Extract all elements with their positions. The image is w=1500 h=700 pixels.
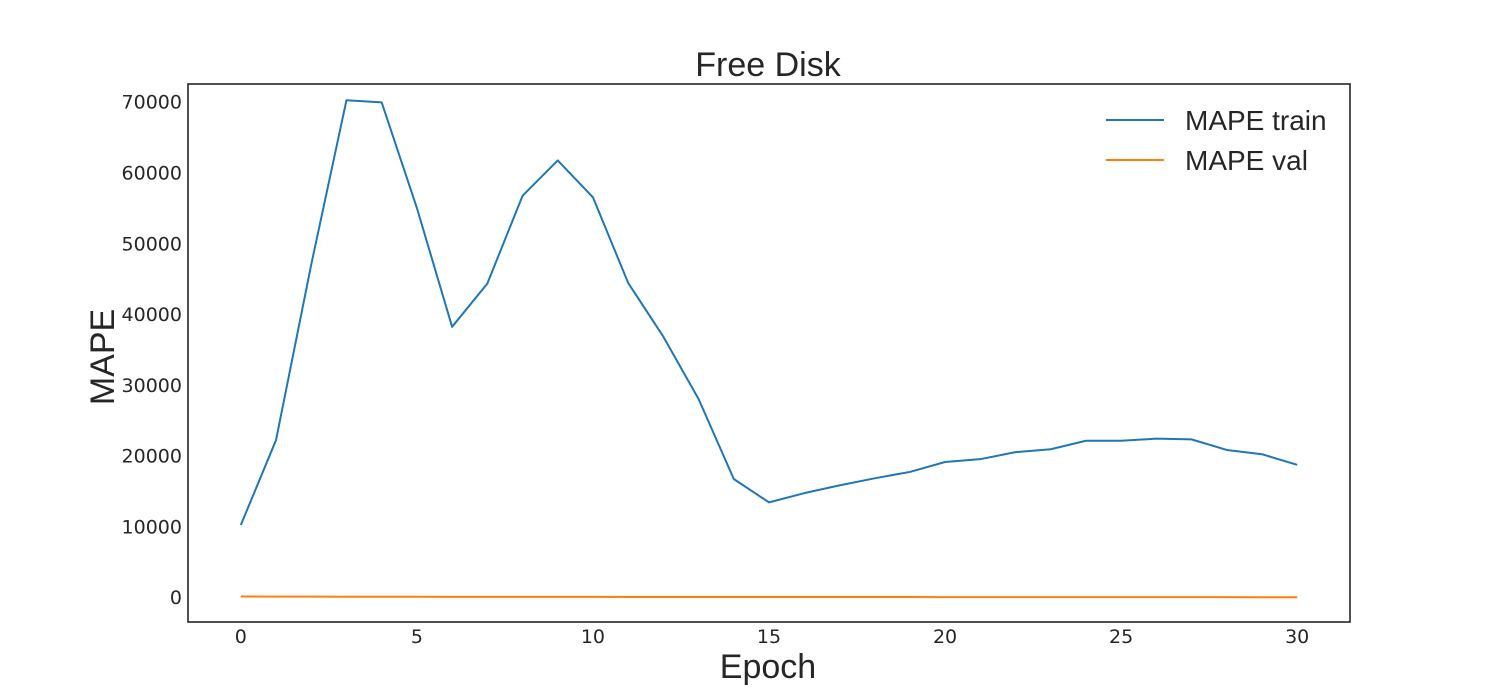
- y-axis-label: MAPE: [84, 309, 122, 405]
- y-tick-label: 70000: [122, 92, 182, 114]
- series-line-mape-train: [239, 99, 1298, 526]
- x-tick-label: 15: [757, 626, 781, 648]
- y-tick-label: 20000: [122, 446, 182, 468]
- x-tick-label: 0: [235, 626, 247, 648]
- legend: MAPE train MAPE val: [1106, 105, 1327, 176]
- y-axis: 0 10000 20000 30000 40000 50000 60000 70000: [122, 92, 182, 610]
- y-tick-label: 10000: [122, 516, 182, 538]
- y-tick-label: 0: [170, 587, 182, 609]
- legend-label: MAPE val: [1185, 145, 1308, 176]
- y-tick-label: 60000: [122, 162, 182, 184]
- x-tick-label: 5: [411, 626, 423, 648]
- series-lines: [239, 99, 1298, 599]
- x-tick-label: 30: [1285, 626, 1309, 648]
- x-tick-label: 10: [581, 626, 605, 648]
- y-tick-label: 30000: [122, 375, 182, 397]
- legend-label: MAPE train: [1185, 105, 1327, 136]
- x-axis-label: Epoch: [720, 648, 816, 686]
- x-tick-label: 20: [933, 626, 957, 648]
- x-tick-label: 25: [1109, 626, 1133, 648]
- y-tick-label: 40000: [122, 304, 182, 326]
- x-axis: 0 5 10 15 20 25 30: [235, 626, 1310, 648]
- plot-area: [187, 83, 1351, 623]
- series-line-mape-val: [240, 595, 1298, 599]
- y-tick-label: 50000: [122, 233, 182, 255]
- chart-title: Free Disk: [695, 46, 841, 84]
